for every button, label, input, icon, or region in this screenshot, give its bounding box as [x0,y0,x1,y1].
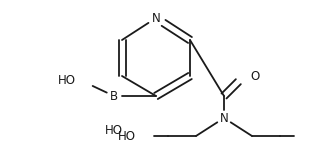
Text: HO: HO [312,129,313,142]
Text: O: O [250,69,259,82]
Text: B: B [110,90,118,103]
Text: HO: HO [118,129,136,142]
Text: HO: HO [58,73,76,86]
Text: HO: HO [105,124,123,137]
Text: N: N [220,112,228,125]
Text: N: N [151,11,160,24]
